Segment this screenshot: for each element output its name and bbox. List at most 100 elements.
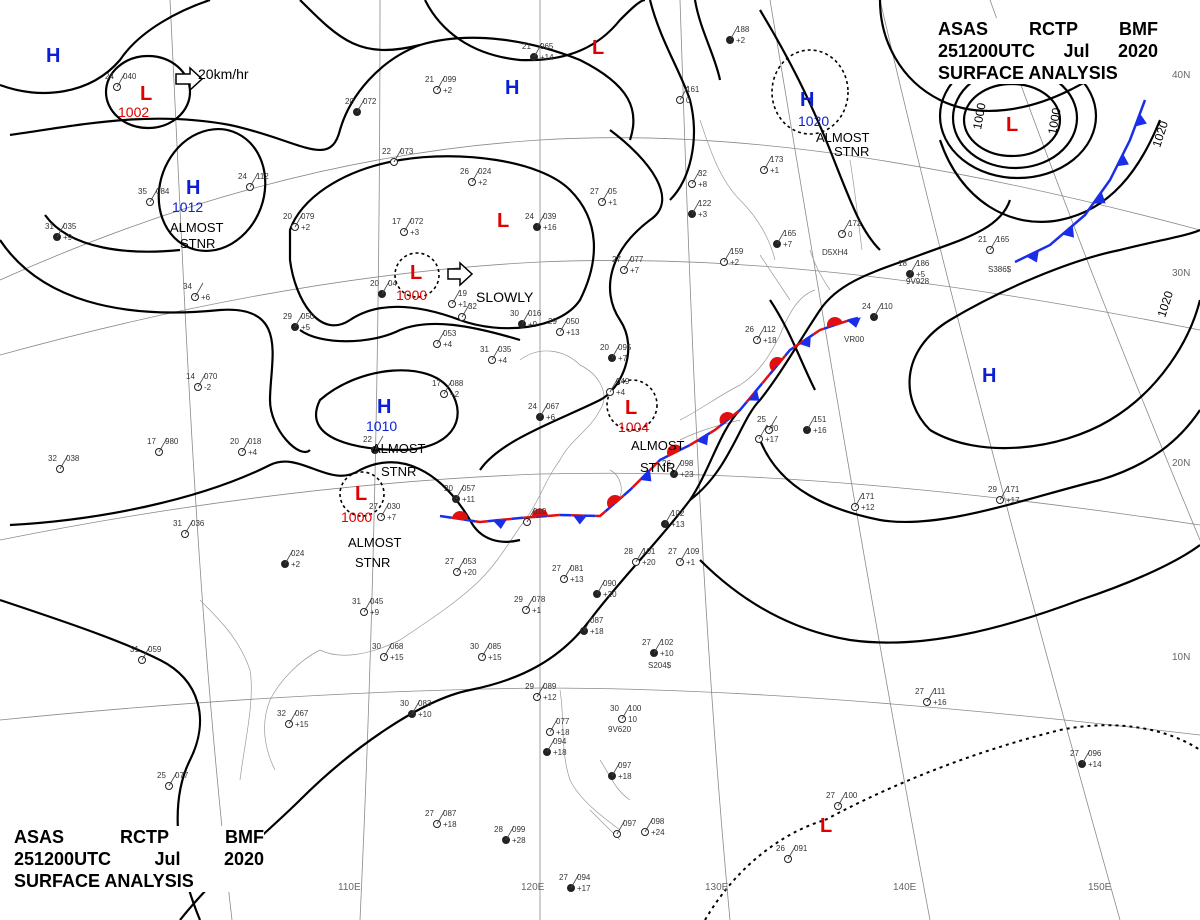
title-agency: ASAS bbox=[938, 19, 989, 39]
station-plot: 097 bbox=[613, 819, 637, 838]
warm-front-semicircle bbox=[452, 511, 468, 521]
wind-barb-icon bbox=[356, 97, 366, 113]
high-center-label: H bbox=[505, 77, 519, 99]
high-center-label: H bbox=[377, 396, 391, 418]
station-plot: 122+3 bbox=[688, 199, 712, 219]
station-pressure: 100 bbox=[844, 791, 858, 800]
wind-barb-icon bbox=[635, 547, 645, 563]
station-pressure: 078 bbox=[532, 595, 546, 604]
station-pressure-tendency: +1 bbox=[686, 558, 696, 567]
station-pressure: 039 bbox=[543, 212, 557, 221]
station-temperature: 27 bbox=[1070, 749, 1079, 758]
station-plot: 26 091 bbox=[776, 844, 808, 863]
station-pressure-tendency: +17 bbox=[765, 435, 779, 444]
stationary-note: ALMOST STNR bbox=[816, 130, 870, 159]
high-center-label: H bbox=[800, 89, 814, 111]
isobar-value: 1000 bbox=[970, 101, 988, 130]
title-product: BMF bbox=[1118, 19, 1158, 39]
movement-speed: 20km/hr bbox=[198, 66, 249, 82]
wind-barb-icon bbox=[621, 704, 631, 720]
wind-barb-icon bbox=[116, 72, 126, 88]
station-pressure: 161 bbox=[686, 85, 700, 94]
station-temperature: 30 bbox=[510, 309, 519, 318]
station-pressure: 188 bbox=[736, 25, 750, 34]
title-center: RCTP bbox=[1029, 19, 1078, 39]
movement-speed: SLOWLY bbox=[476, 289, 534, 305]
station-temperature: 34 bbox=[183, 282, 192, 291]
station-pressure: 091 bbox=[794, 844, 808, 853]
title-product: BMF bbox=[224, 827, 264, 847]
station-temperature: 30 bbox=[470, 642, 479, 651]
station-pressure-tendency: 0 bbox=[848, 230, 853, 239]
station-pressure: 159 bbox=[730, 247, 744, 256]
station-pressure: 050 bbox=[301, 312, 315, 321]
station-pressure: 035 bbox=[498, 345, 512, 354]
wind-barb-icon bbox=[59, 454, 69, 470]
station-plot: 14 070 -2 bbox=[186, 372, 218, 392]
station-pressure: 095 bbox=[618, 343, 632, 352]
wind-barb-icon bbox=[184, 519, 194, 535]
station-plot: 22 bbox=[363, 435, 384, 454]
station-temperature: 31 bbox=[45, 222, 54, 231]
wind-barb-icon bbox=[873, 302, 883, 318]
station-plot: 165+7 bbox=[773, 229, 797, 249]
station-pressure-tendency: +8 bbox=[698, 180, 708, 189]
station-pressure-tendency: +2 bbox=[450, 390, 460, 399]
wind-barb-icon bbox=[926, 687, 936, 703]
station-plot: 21 065 +14 bbox=[522, 42, 554, 62]
station-pressure: 018 bbox=[248, 437, 262, 446]
station-pressure: 050 bbox=[566, 317, 580, 326]
station-pressure-tendency: +5 bbox=[301, 323, 311, 332]
station-plot: 27 05 +1 bbox=[590, 187, 618, 207]
station-temperature: 25 bbox=[757, 415, 766, 424]
wind-barb-icon bbox=[723, 247, 733, 263]
station-pressure: 097 bbox=[623, 819, 637, 828]
wind-barb-icon bbox=[381, 279, 391, 295]
station-temperature: 27 bbox=[425, 809, 434, 818]
station-pressure: 087 bbox=[443, 809, 457, 818]
station-pressure-tendency: +1 bbox=[608, 198, 618, 207]
station-pressure: 079 bbox=[301, 212, 315, 221]
station-pressure-tendency: +18 bbox=[553, 748, 567, 757]
station-pressure: 090 bbox=[603, 579, 617, 588]
wind-barb-icon bbox=[549, 717, 559, 733]
station-plot: 31 059 bbox=[130, 645, 162, 664]
station-pressure: 065 bbox=[540, 42, 554, 51]
station-pressure: 085 bbox=[488, 642, 502, 651]
wind-barb-icon bbox=[763, 155, 773, 171]
ship-id: S204$ bbox=[648, 661, 672, 670]
station-plot: 34 +6 bbox=[183, 282, 211, 302]
wind-barb-icon bbox=[383, 642, 393, 658]
station-temperature: 21 bbox=[978, 235, 987, 244]
station-pressure: 165 bbox=[783, 229, 797, 238]
station-plot: 27 030 +7 bbox=[369, 502, 401, 522]
title-agency: ASAS bbox=[14, 827, 65, 847]
title-analysis: SURFACE ANALYSIS bbox=[14, 871, 194, 891]
station-plot: 20 079 +2 bbox=[283, 212, 315, 232]
wind-barb-icon bbox=[559, 317, 569, 333]
wind-barb-icon bbox=[601, 187, 611, 203]
wind-barb-icon bbox=[505, 825, 515, 841]
station-plot: 24 110 bbox=[862, 302, 893, 321]
warm-front-semicircle bbox=[769, 357, 783, 372]
stationary-notes: ALMOST STNR ALMOST STNR ALMOST STNR ALMOST S… bbox=[170, 130, 870, 570]
station-pressure: 32 bbox=[698, 169, 707, 178]
station-plot: 26 024 +2 bbox=[460, 167, 492, 187]
station-plot: 24 039 +16 bbox=[525, 212, 557, 232]
station-pressure-tendency: -2 bbox=[204, 383, 212, 392]
station-pressure: 099 bbox=[443, 75, 457, 84]
wind-barb-icon bbox=[989, 235, 999, 251]
station-plot: 30 068 +15 bbox=[372, 642, 404, 662]
ship-id: 9V620 bbox=[608, 725, 632, 734]
station-temperature: 29 bbox=[514, 595, 523, 604]
wind-barb-icon bbox=[539, 402, 549, 418]
cold-front-triangle bbox=[696, 433, 709, 446]
wind-barb-icon bbox=[536, 212, 546, 228]
station-pressure: 024 bbox=[291, 549, 305, 558]
station-plot: 024+2 bbox=[281, 549, 305, 569]
wind-barb-icon bbox=[481, 642, 491, 658]
station-pressure: 087 bbox=[590, 616, 604, 625]
station-pressure-tendency: +13 bbox=[671, 520, 685, 529]
wind-barb-icon bbox=[644, 817, 654, 833]
station-plot: 28 099 +28 bbox=[494, 825, 526, 845]
